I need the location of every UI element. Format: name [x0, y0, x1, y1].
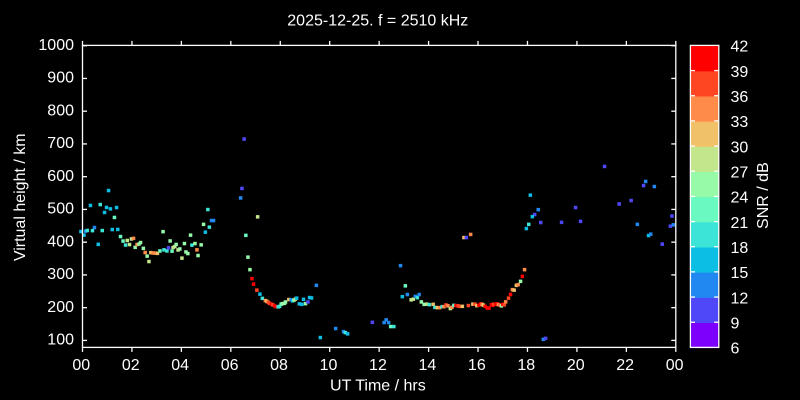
svg-text:SNR / dB: SNR / dB — [755, 162, 772, 229]
svg-text:800: 800 — [47, 102, 74, 119]
svg-text:08: 08 — [270, 357, 288, 374]
svg-text:14: 14 — [418, 357, 436, 374]
svg-text:300: 300 — [47, 266, 74, 283]
svg-text:2025-12-25. f = 2510 kHz: 2025-12-25. f = 2510 kHz — [287, 13, 468, 30]
svg-text:15: 15 — [731, 265, 749, 282]
svg-text:900: 900 — [47, 70, 74, 87]
svg-text:12: 12 — [731, 290, 749, 307]
svg-text:10: 10 — [320, 357, 338, 374]
svg-text:33: 33 — [731, 114, 749, 131]
svg-text:700: 700 — [47, 135, 74, 152]
svg-text:00: 00 — [666, 357, 684, 374]
svg-text:16: 16 — [468, 357, 486, 374]
svg-text:200: 200 — [47, 299, 74, 316]
svg-text:400: 400 — [47, 233, 74, 250]
svg-text:12: 12 — [369, 357, 387, 374]
svg-text:04: 04 — [171, 357, 189, 374]
svg-text:00: 00 — [72, 357, 90, 374]
svg-text:22: 22 — [616, 357, 634, 374]
svg-text:6: 6 — [731, 341, 740, 358]
svg-text:600: 600 — [47, 168, 74, 185]
svg-text:500: 500 — [47, 201, 74, 218]
svg-text:02: 02 — [122, 357, 140, 374]
svg-text:06: 06 — [221, 357, 239, 374]
svg-text:39: 39 — [731, 64, 749, 81]
svg-text:9: 9 — [731, 315, 740, 332]
svg-text:36: 36 — [731, 89, 749, 106]
svg-text:UT Time / hrs: UT Time / hrs — [330, 378, 426, 395]
svg-text:30: 30 — [731, 139, 749, 156]
svg-text:24: 24 — [731, 190, 749, 207]
svg-text:100: 100 — [47, 332, 74, 349]
svg-text:1000: 1000 — [38, 37, 74, 54]
svg-text:20: 20 — [567, 357, 585, 374]
svg-text:27: 27 — [731, 164, 749, 181]
svg-text:Virtual height / km: Virtual height / km — [12, 133, 29, 261]
svg-text:42: 42 — [731, 39, 749, 56]
svg-text:21: 21 — [731, 215, 749, 232]
svg-text:18: 18 — [517, 357, 535, 374]
svg-text:18: 18 — [731, 240, 749, 257]
